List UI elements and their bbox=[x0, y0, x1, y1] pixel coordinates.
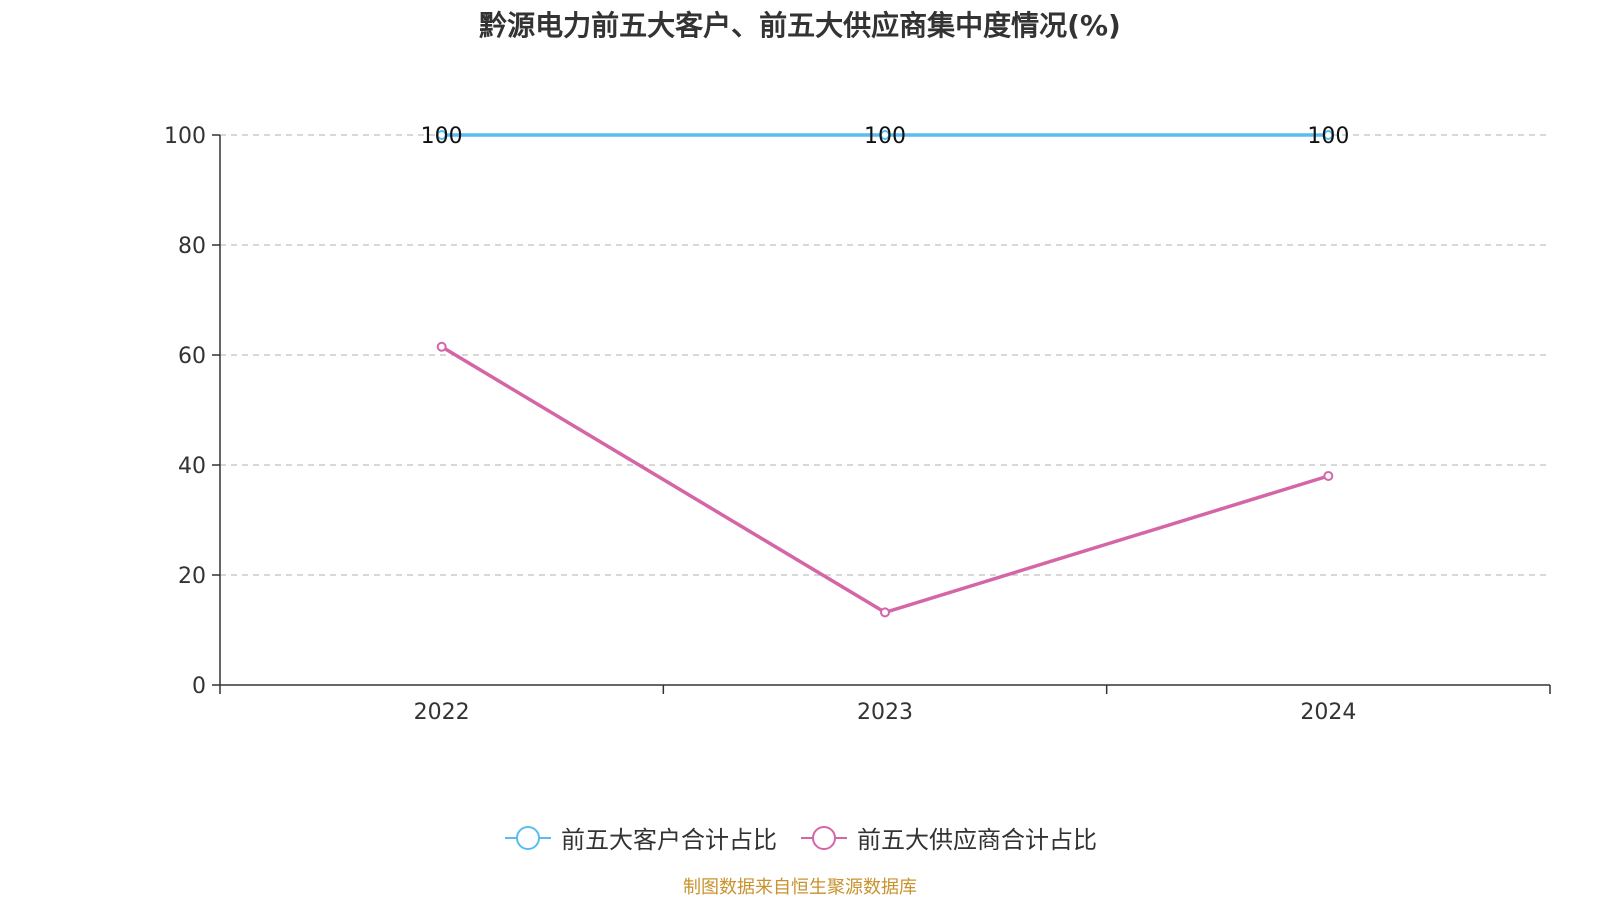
y-tick-label: 40 bbox=[178, 454, 206, 479]
legend-item-1[interactable]: 前五大客户合计占比 bbox=[503, 820, 777, 855]
data-point bbox=[880, 607, 890, 618]
legend-circle bbox=[516, 825, 540, 850]
x-tick-label: 2023 bbox=[857, 700, 913, 725]
y-tick-label: 60 bbox=[178, 344, 206, 369]
legend-item-2[interactable]: 前五大供应商合计占比 bbox=[799, 820, 1097, 855]
y-tick-label: 0 bbox=[192, 674, 206, 699]
data-point bbox=[1323, 471, 1334, 481]
x-tick-label: 2022 bbox=[414, 700, 470, 725]
legend-label: 前五大客户合计占比 bbox=[561, 826, 777, 854]
grid-lines bbox=[220, 134, 1550, 576]
data-point bbox=[436, 130, 447, 140]
data-label: 100 bbox=[421, 124, 463, 149]
data-point bbox=[1323, 130, 1334, 140]
legend-circle bbox=[812, 825, 836, 850]
data-label: 100 bbox=[1307, 124, 1349, 149]
data-label: 100 bbox=[864, 124, 906, 149]
legend-label: 前五大供应商合计占比 bbox=[857, 826, 1097, 854]
data-labels: 100 100 100 bbox=[421, 124, 1350, 149]
y-tick-label: 80 bbox=[178, 234, 206, 259]
source-note: 制图数据来自恒生聚源数据库 bbox=[683, 877, 917, 898]
x-tick-label: 2024 bbox=[1300, 700, 1356, 725]
legend-marker-icon bbox=[801, 825, 847, 850]
axes: 0 20 40 60 80 100 2022 2023 2024 bbox=[164, 124, 1551, 725]
y-tick-label: 100 bbox=[164, 124, 206, 149]
y-tick-label: 20 bbox=[178, 564, 206, 589]
legend: 前五大客户合计占比 前五大供应商合计占比 bbox=[0, 820, 1600, 855]
legend-marker-icon bbox=[505, 825, 551, 850]
series-line-2 bbox=[440, 345, 1329, 615]
series-group bbox=[436, 130, 1334, 618]
data-point bbox=[436, 341, 447, 352]
data-point bbox=[880, 130, 890, 140]
chart-title: 黔源电力前五大客户、前五大供应商集中度情况(%) bbox=[479, 9, 1121, 42]
